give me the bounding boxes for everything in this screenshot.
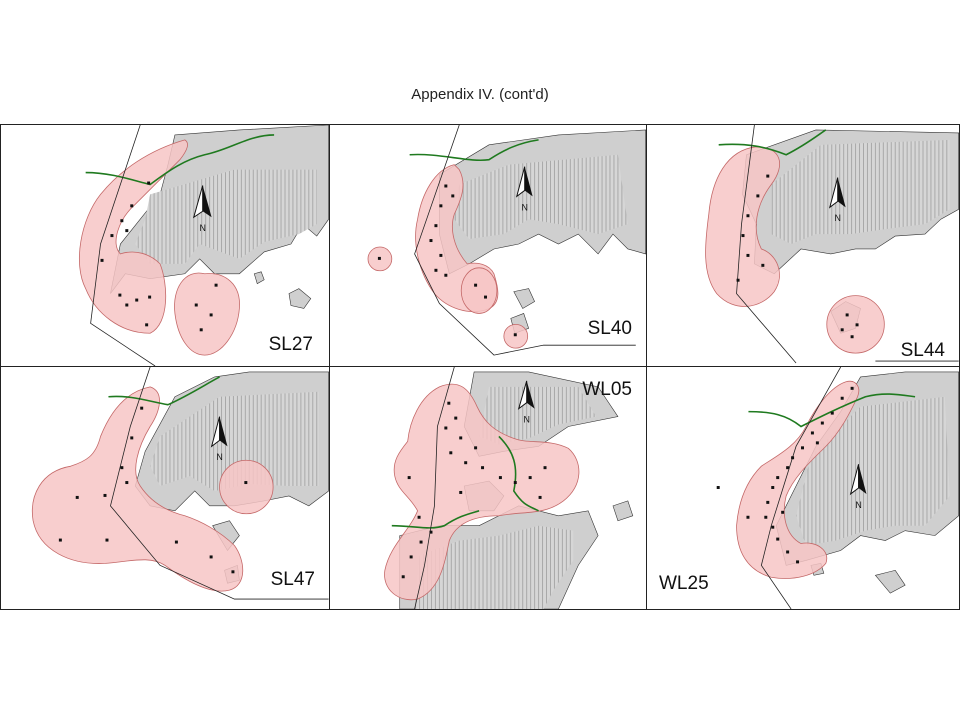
north-arrow-icon: N: [828, 177, 846, 223]
north-arrow-icon: N: [192, 185, 212, 233]
panel-label-sl40: SL40: [587, 318, 632, 339]
boundary-line: [110, 367, 329, 600]
boundary-line: [414, 125, 636, 356]
location-points: [377, 184, 517, 337]
panel-label-sl44: SL44: [900, 340, 945, 361]
land-mass: [810, 563, 906, 594]
map-panel-wl05: N WL05: [329, 366, 647, 610]
north-label: N: [855, 500, 861, 510]
panel-label-wl25: WL25: [659, 573, 709, 594]
road: [748, 393, 916, 428]
map-panel-wl25: N WL25: [646, 366, 960, 610]
land-mass: [253, 271, 312, 309]
home-range: [460, 267, 498, 314]
north-label: N: [216, 452, 222, 462]
map-panel-sl44: N SL44: [646, 124, 960, 367]
home-range: [705, 146, 780, 307]
map-grid: N SL27: [0, 124, 960, 610]
panel-label-wl05: WL05: [582, 379, 632, 400]
home-range: [174, 272, 240, 356]
panel-label-sl47: SL47: [270, 569, 315, 590]
boundary-line: [736, 125, 959, 364]
map-wl05: N: [384, 367, 634, 609]
boundary-line: [90, 125, 156, 366]
home-range: [736, 380, 860, 579]
map-wl25: N: [716, 367, 959, 609]
panel-label-sl27: SL27: [268, 334, 313, 355]
road: [85, 134, 275, 186]
map-sl47: N: [31, 367, 329, 600]
map-sl40: N: [367, 125, 646, 356]
page-title: Appendix IV. (cont'd): [411, 86, 549, 103]
north-arrow-icon: N: [515, 166, 533, 212]
water-body: [454, 154, 628, 240]
road: [391, 435, 539, 529]
north-label: N: [521, 202, 527, 212]
road: [718, 129, 827, 156]
water-body: [135, 169, 317, 264]
map-panel-sl27: N SL27: [0, 124, 330, 367]
water-body: [479, 386, 597, 445]
boundary-line: [414, 367, 455, 609]
water-body: [150, 391, 319, 491]
road: [409, 139, 539, 162]
north-label: N: [199, 223, 205, 233]
home-range: [384, 383, 580, 601]
map-sl44: N: [705, 125, 959, 364]
north-label: N: [523, 415, 529, 425]
home-range: [219, 459, 274, 515]
home-range: [31, 386, 244, 592]
north-arrow-icon: N: [849, 464, 867, 510]
north-label: N: [834, 213, 840, 223]
location-points: [716, 386, 854, 564]
water-body: [771, 139, 950, 245]
north-arrow-icon: N: [517, 380, 535, 425]
boundary-line: [760, 367, 842, 609]
location-points: [401, 401, 547, 579]
road: [108, 376, 220, 406]
location-points: [736, 174, 859, 339]
location-points: [100, 181, 218, 332]
water-body: [414, 525, 574, 609]
home-range: [79, 139, 188, 334]
north-arrow-icon: N: [210, 416, 228, 462]
location-points: [58, 406, 248, 574]
map-sl27: N: [79, 125, 329, 366]
map-panel-sl40: N SL40: [329, 124, 647, 367]
map-panel-sl47: N SL47: [0, 366, 330, 610]
